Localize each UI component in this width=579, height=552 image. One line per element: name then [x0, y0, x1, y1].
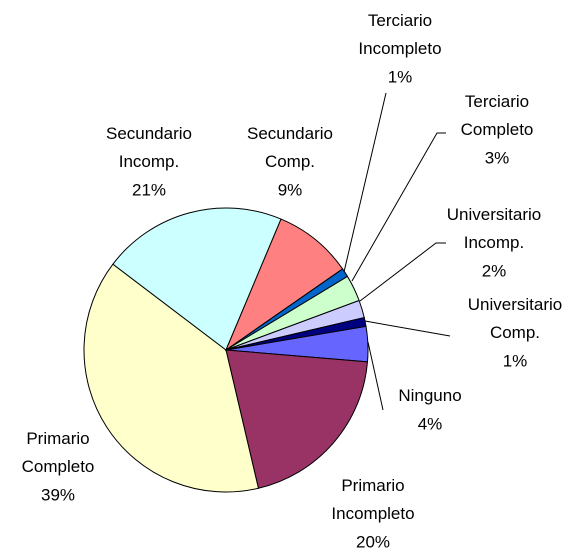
label-line: Terciario: [368, 11, 432, 30]
value-label: 9%: [278, 180, 303, 199]
slice-label: Secundario Comp.: [247, 124, 333, 171]
slice: [224, 218, 344, 352]
slice-label: Ninguno: [398, 386, 461, 405]
slice-label: Terciario Completo: [461, 92, 534, 139]
slice-label: Terciario Incompleto: [358, 11, 441, 58]
label-line: Primario: [341, 476, 404, 495]
label-line: Comp.: [490, 323, 540, 342]
value-label: 3%: [485, 148, 510, 167]
value-label: 4%: [418, 414, 443, 433]
value-label: 21%: [132, 180, 166, 199]
label-line: Ninguno: [398, 386, 461, 405]
label-line: Completo: [22, 457, 95, 476]
leader-line: [351, 132, 446, 282]
label-line: Universitario: [447, 205, 541, 224]
value-label: 2%: [482, 261, 507, 280]
slice-label: Secundario Incomp.: [106, 124, 192, 171]
leader-lines: [343, 92, 451, 411]
leader-line: [364, 320, 451, 337]
slice-label: Universitario Incomp.: [447, 205, 541, 252]
slice-label: Primario Incompleto: [331, 476, 414, 523]
leader-line: [359, 242, 446, 302]
slice-label: Primario Completo: [22, 429, 95, 476]
label-line: Comp.: [265, 152, 315, 171]
slice: [83, 263, 260, 493]
slice: [112, 207, 282, 351]
label-line: Incomp.: [464, 233, 524, 252]
leader-line: [367, 341, 384, 411]
label-line: Secundario: [106, 124, 192, 143]
value-label: 39%: [41, 485, 75, 504]
value-label: 20%: [356, 532, 390, 551]
label-line: Incompleto: [358, 39, 441, 58]
slice-label: Universitario Comp.: [468, 295, 562, 342]
label-line: Primario: [26, 429, 89, 448]
label-line: Incomp.: [119, 152, 179, 171]
label-line: Incompleto: [331, 504, 414, 523]
slice: [225, 349, 369, 489]
slice: [225, 316, 367, 351]
label-line: Universitario: [468, 295, 562, 314]
leader-line: [343, 92, 387, 273]
label-line: Secundario: [247, 124, 333, 143]
value-label: 1%: [388, 67, 413, 86]
label-line: Terciario: [465, 92, 529, 111]
value-label: 1%: [503, 351, 528, 370]
label-line: Completo: [461, 120, 534, 139]
slices: [83, 207, 369, 493]
